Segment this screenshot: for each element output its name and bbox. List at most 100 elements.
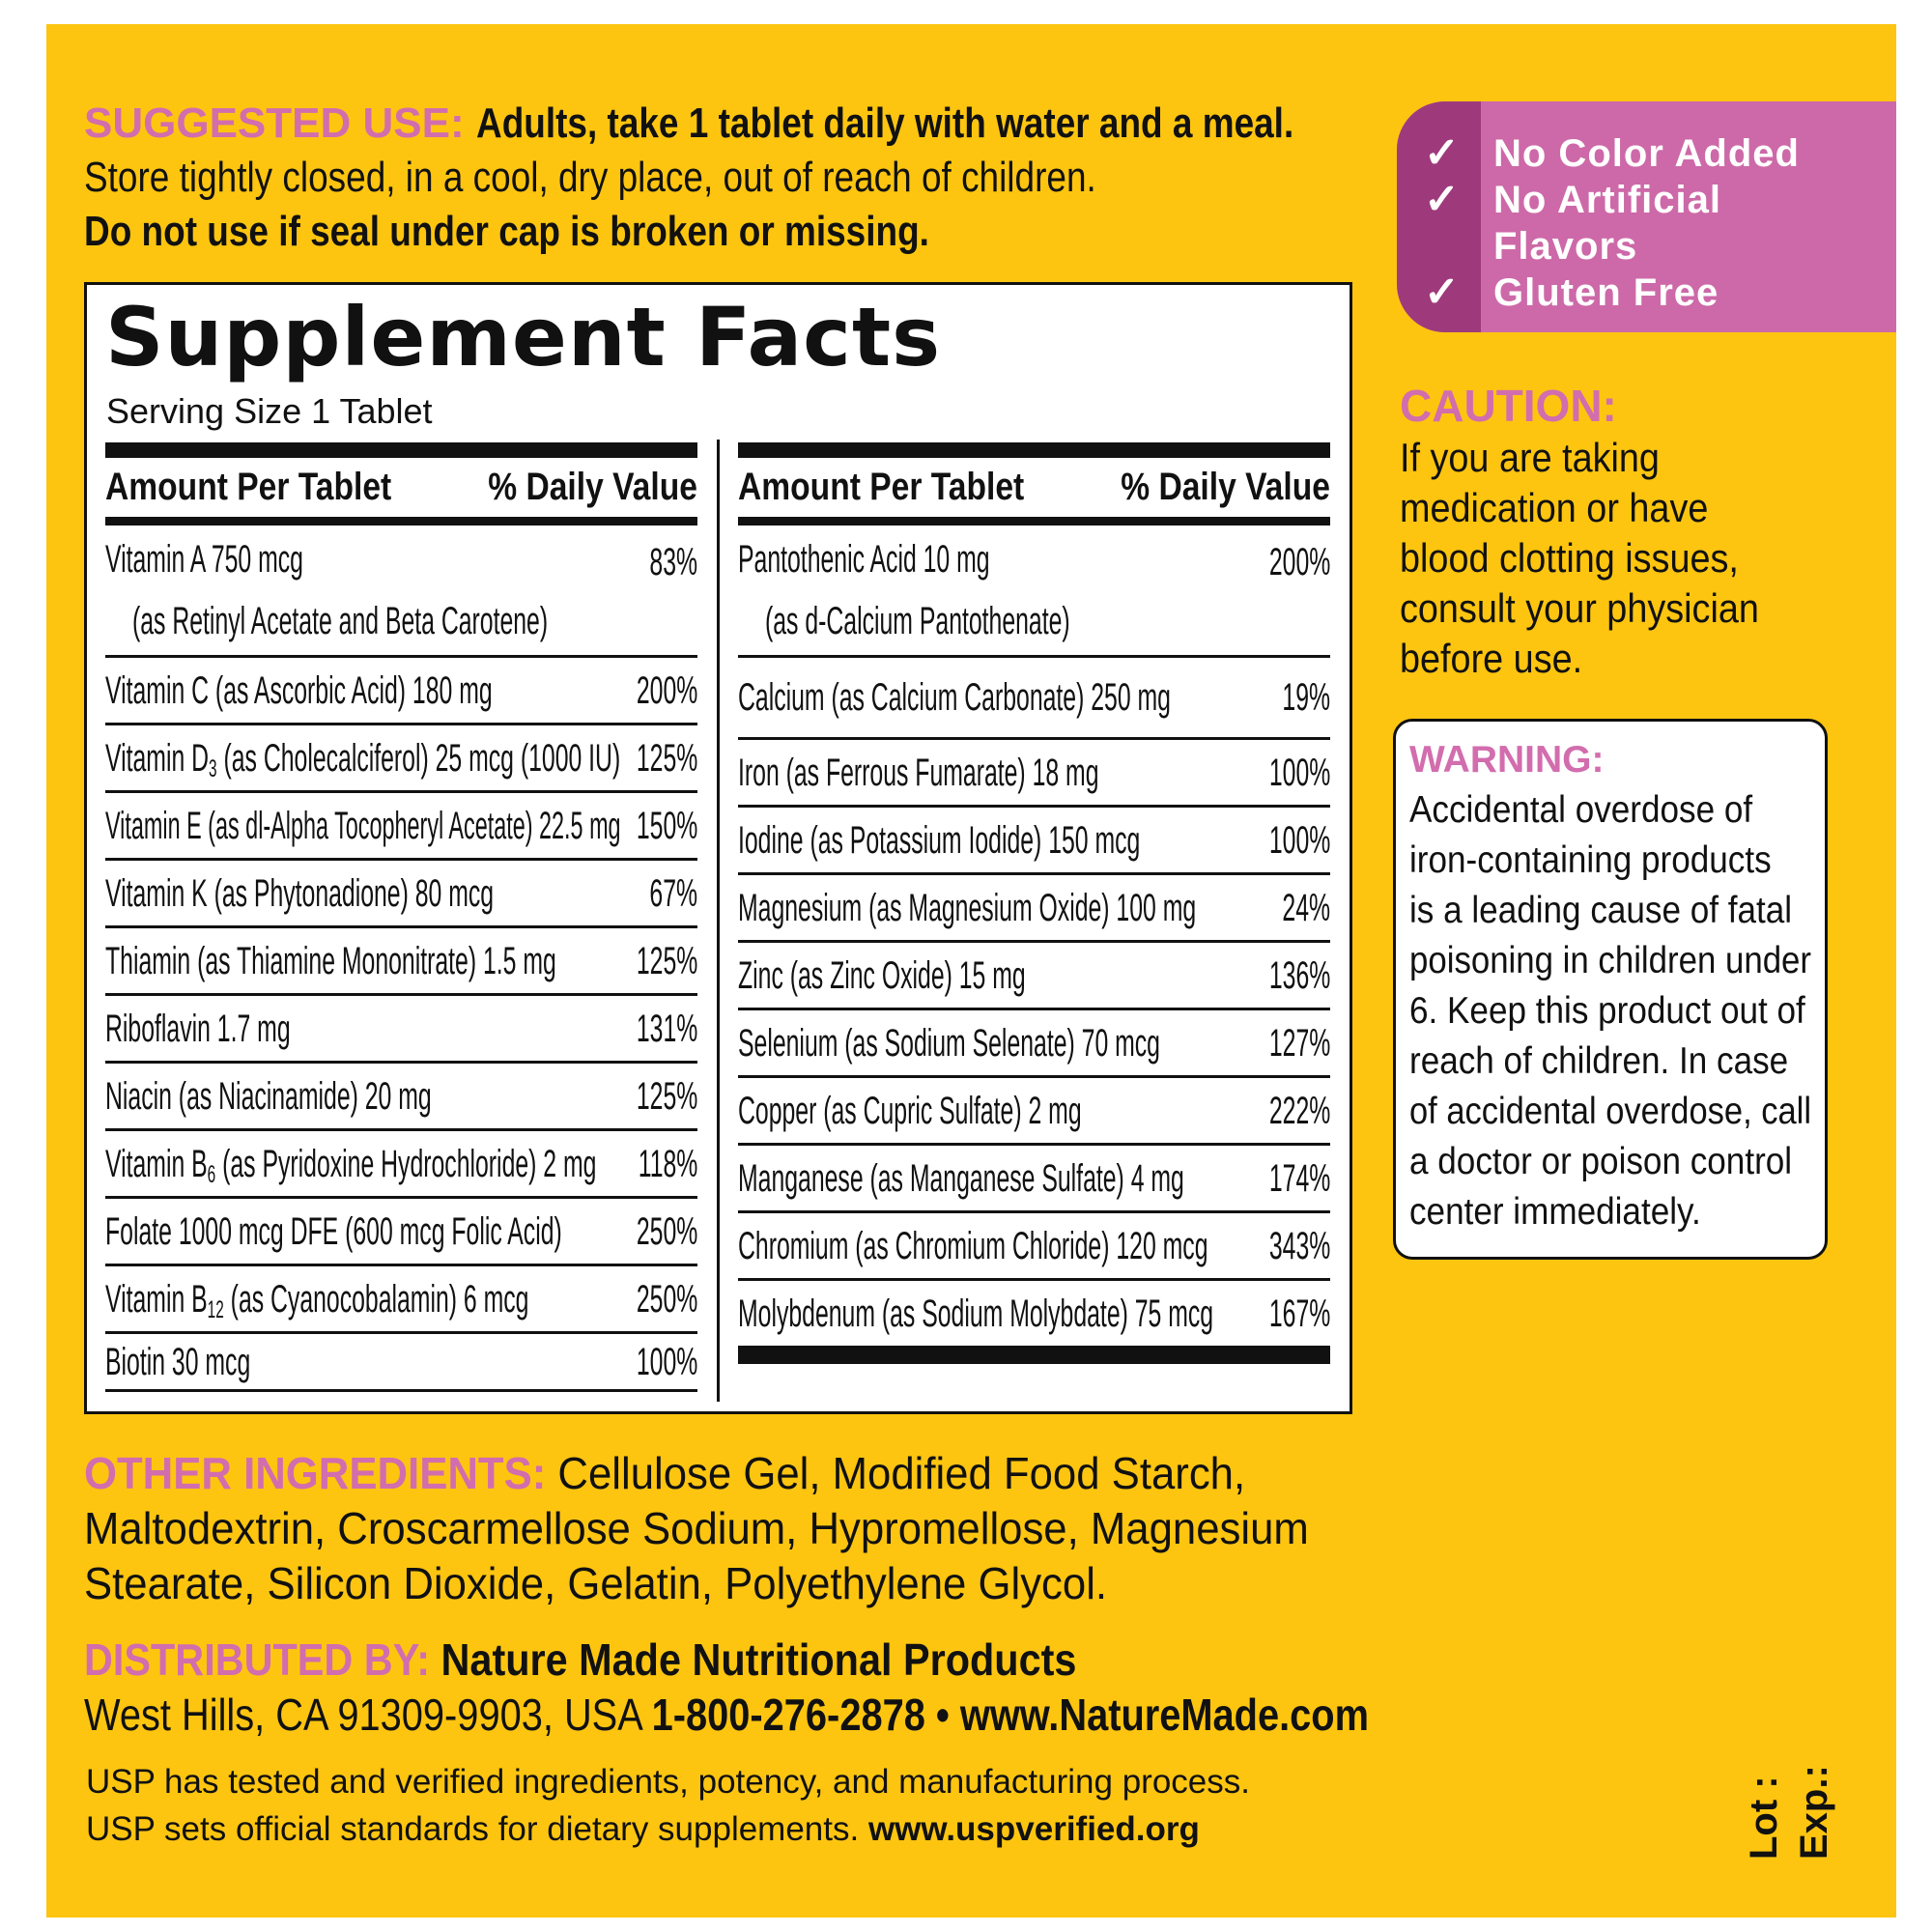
nutrient-text: Zinc (as Zinc Oxide) 15 mg [738, 953, 1026, 997]
claim-no-color: No Color Added [1493, 132, 1800, 175]
nutrient-name: Iron (as Ferrous Fumarate) 18 mg [738, 750, 1099, 796]
daily-value: 125% [636, 939, 697, 982]
nutrient-text: Vitamin C (as Ascorbic Acid) 180 mg [105, 668, 493, 712]
nutrient-text: Selenium (as Sodium Selenate) 70 mcg [738, 1021, 1160, 1065]
facts-column-right: Amount Per Tablet % Daily Value Pantothen… [738, 442, 1330, 1364]
other-ingredients-label: OTHER INGREDIENTS: [84, 1448, 547, 1498]
nutrient-text: Vitamin A 750 mcg [105, 538, 303, 581]
daily-value: 343% [1268, 1224, 1330, 1267]
caution-line-row: If you are taking [1400, 433, 1873, 483]
nutrient-name: Vitamin B12 (as Cyanocobalamin) 6 mcg [105, 1276, 528, 1322]
lot-label: Lot : [1743, 1776, 1785, 1860]
subscript: 12 [207, 1296, 224, 1323]
caution-line-row: consult your physician [1400, 583, 1873, 634]
daily-value: 125% [636, 736, 697, 780]
nutrient-text: Iron (as Ferrous Fumarate) 18 mg [738, 751, 1099, 794]
warning-line: 6. Keep this product out of [1409, 990, 1805, 1032]
nutrient-row: Chromium (as Chromium Chloride) 120 mcg 3… [738, 1213, 1330, 1281]
daily-value: 150% [636, 804, 697, 847]
usp-line1: USP has tested and verified ingredients,… [86, 1763, 1250, 1801]
nutrient-text: Biotin 30 mcg [105, 1340, 251, 1383]
nutrient-row: Selenium (as Sodium Selenate) 70 mcg 127% [738, 1010, 1330, 1078]
nutrient-name: Vitamin A 750 mcg [105, 536, 303, 582]
daily-value: 19% [1282, 676, 1330, 719]
address: West Hills, CA 91309-9903, USA [84, 1690, 652, 1740]
nutrient-name: Selenium (as Sodium Selenate) 70 mcg [738, 1020, 1160, 1066]
dv-header: % Daily Value [1121, 466, 1330, 508]
nutrient-row: Zinc (as Zinc Oxide) 15 mg 136% [738, 943, 1330, 1010]
nutrient-name: Vitamin K (as Phytonadione) 80 mcg [105, 870, 494, 917]
daily-value: 100% [1268, 818, 1330, 862]
nutrient-row: Molybdenum (as Sodium Molybdate) 75 mcg 1… [738, 1281, 1330, 1349]
daily-value: 24% [1282, 886, 1330, 929]
distributed-label: DISTRIBUTED BY: [84, 1634, 431, 1685]
nutrient-text: Vitamin K (as Phytonadione) 80 mcg [105, 871, 495, 915]
nutrient-row: Magnesium (as Magnesium Oxide) 100 mg 24% [738, 875, 1330, 943]
nutrient-row: Vitamin B6 (as Pyridoxine Hydrochloride)… [105, 1131, 697, 1199]
warning-box: WARNING: Accidental overdose of iron-cont… [1393, 719, 1828, 1260]
nutrient-row: Manganese (as Manganese Sulfate) 4 mg 174… [738, 1146, 1330, 1213]
nutrient-text: Copper (as Cupric Sulfate) 2 mg [738, 1089, 1082, 1132]
nutrient-name: Riboflavin 1.7 mg [105, 1006, 291, 1052]
suggested-use-line1: Adults, take 1 tablet daily with water a… [475, 99, 1294, 147]
nutrient-text-rest: (as Cyanocobalamin) 6 mcg [223, 1277, 529, 1321]
claim-flavors: Flavors [1493, 225, 1638, 268]
daily-value: 250% [636, 1277, 697, 1321]
serving-size: Serving Size 1 Tablet [106, 391, 433, 431]
usp-link[interactable]: www.uspverified.org [867, 1810, 1200, 1848]
caution-line-row: blood clotting issues, [1400, 533, 1873, 583]
nutrient-text: Chromium (as Chromium Chloride) 120 mcg [738, 1224, 1208, 1267]
website-link[interactable]: www.NatureMade.com [959, 1690, 1369, 1740]
warning-line: center immediately. [1409, 1191, 1701, 1233]
nutrient-row: Niacin (as Niacinamide) 20 mg 125% [105, 1064, 697, 1131]
warning-line: is a leading cause of fatal [1409, 890, 1793, 931]
other-line2: Maltodextrin, Croscarmellose Sodium, Hyp… [84, 1503, 1309, 1553]
nutrient-row: Iron (as Ferrous Fumarate) 18 mg 100% [738, 740, 1330, 808]
nutrient-name: Vitamin E (as dl-Alpha Tocopheryl Acetat… [105, 803, 621, 849]
nutrient-text-rest: (as Cholecalciferol) 25 mcg (1000 IU) [216, 736, 621, 780]
nutrient-text: Folate 1000 mcg DFE (600 mcg Folic Acid) [105, 1209, 562, 1253]
daily-value: 136% [1268, 953, 1330, 997]
nutrient-row: Vitamin A 750 mcg (as Retinyl Acetate and… [105, 526, 697, 658]
warning-line-row: Accidental overdose of [1409, 785, 1811, 836]
daily-value: 67% [649, 871, 697, 915]
column-header: Amount Per Tablet % Daily Value [105, 458, 697, 526]
other-line1: Cellulose Gel, Modified Food Starch, [546, 1448, 1246, 1498]
nutrient-name: Vitamin B6 (as Pyridoxine Hydrochloride)… [105, 1141, 596, 1187]
warning-line: iron-containing products [1409, 839, 1772, 881]
separator: • [924, 1690, 960, 1740]
facts-title: Supplement Facts [105, 290, 942, 384]
usp-statement: USP has tested and verified ingredients,… [86, 1758, 1250, 1853]
nutrient-row: Vitamin K (as Phytonadione) 80 mcg 67% [105, 861, 697, 928]
nutrient-name: Magnesium (as Magnesium Oxide) 100 mg [738, 885, 1196, 931]
nutrient-row: Thiamin (as Thiamine Mononitrate) 1.5 mg… [105, 928, 697, 996]
nutrient-row: Vitamin E (as dl-Alpha Tocopheryl Acetat… [105, 793, 697, 861]
distributed-by: DISTRIBUTED BY: Nature Made Nutritional … [84, 1633, 1369, 1743]
exp-label: Exp.: [1793, 1765, 1835, 1860]
nutrient-name: Manganese (as Manganese Sulfate) 4 mg [738, 1155, 1184, 1202]
daily-value: 83% [649, 541, 697, 583]
check-icon: ✓ [1424, 269, 1460, 316]
suggested-use: SUGGESTED USE: Adults, take 1 tablet dai… [84, 97, 1369, 259]
nutrient-row: Folate 1000 mcg DFE (600 mcg Folic Acid)… [105, 1199, 697, 1266]
supplement-facts: Supplement Facts Serving Size 1 Tablet A… [84, 282, 1352, 1414]
nutrient-name: Folate 1000 mcg DFE (600 mcg Folic Acid) [105, 1208, 562, 1255]
check-icon: ✓ [1424, 129, 1460, 177]
caution-label: CAUTION: [1400, 381, 1617, 431]
lot-exp: Lot : Exp.: [1739, 1765, 1839, 1860]
nutrient-text: Thiamin (as Thiamine Mononitrate) 1.5 mg [105, 939, 556, 982]
warning-line: Accidental overdose of [1409, 789, 1753, 831]
daily-value: 125% [636, 1074, 697, 1118]
nutrient-name: Vitamin C (as Ascorbic Acid) 180 mg [105, 668, 493, 714]
nutrient-name: Copper (as Cupric Sulfate) 2 mg [738, 1088, 1082, 1134]
facts-column-left: Amount Per Tablet % Daily Value Vitamin A… [105, 442, 697, 1392]
subscript: 3 [209, 755, 217, 782]
claim-gluten-free: Gluten Free [1493, 271, 1719, 314]
nutrient-text-rest: (as Pyridoxine Hydrochloride) 2 mg [215, 1142, 597, 1185]
claim-no-artificial: No Artificial [1493, 179, 1721, 221]
warning-line: poisoning in children under [1409, 940, 1811, 981]
check-icon: ✓ [1424, 176, 1460, 223]
nutrient-text: Manganese (as Manganese Sulfate) 4 mg [738, 1156, 1184, 1200]
nutrient-text: Vitamin D [105, 736, 210, 780]
nutrient-row: Vitamin B12 (as Cyanocobalamin) 6 mcg 250… [105, 1266, 697, 1334]
